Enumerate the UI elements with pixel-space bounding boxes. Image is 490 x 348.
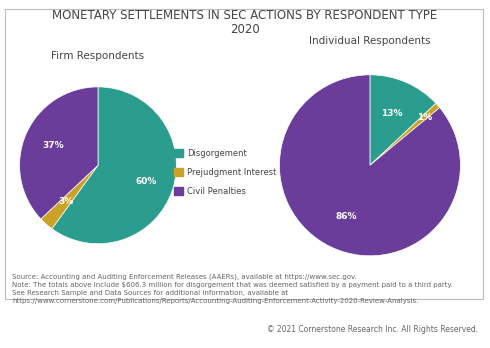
Wedge shape xyxy=(52,87,176,244)
Text: 1%: 1% xyxy=(416,113,432,122)
Text: MONETARY SETTLEMENTS IN SEC ACTIONS BY RESPONDENT TYPE: MONETARY SETTLEMENTS IN SEC ACTIONS BY R… xyxy=(52,9,438,22)
Wedge shape xyxy=(20,87,98,219)
Wedge shape xyxy=(370,103,440,165)
Wedge shape xyxy=(41,165,98,229)
Title: Individual Respondents: Individual Respondents xyxy=(309,36,431,46)
Title: Firm Respondents: Firm Respondents xyxy=(51,51,145,61)
Text: 3%: 3% xyxy=(58,197,74,206)
Text: 2020: 2020 xyxy=(230,23,260,35)
Text: 37%: 37% xyxy=(43,142,64,150)
Text: 13%: 13% xyxy=(382,109,403,118)
Legend: Disgorgement, Prejudgment Interest, Civil Penalties: Disgorgement, Prejudgment Interest, Civi… xyxy=(172,146,279,198)
Text: © 2021 Cornerstone Research Inc. All Rights Reserved.: © 2021 Cornerstone Research Inc. All Rig… xyxy=(267,325,478,334)
Wedge shape xyxy=(279,75,461,256)
Text: 86%: 86% xyxy=(335,212,357,221)
Wedge shape xyxy=(370,75,436,165)
Text: 60%: 60% xyxy=(136,176,157,185)
Text: Source: Accounting and Auditing Enforcement Releases (AAERs), available at https: Source: Accounting and Auditing Enforcem… xyxy=(12,273,453,304)
